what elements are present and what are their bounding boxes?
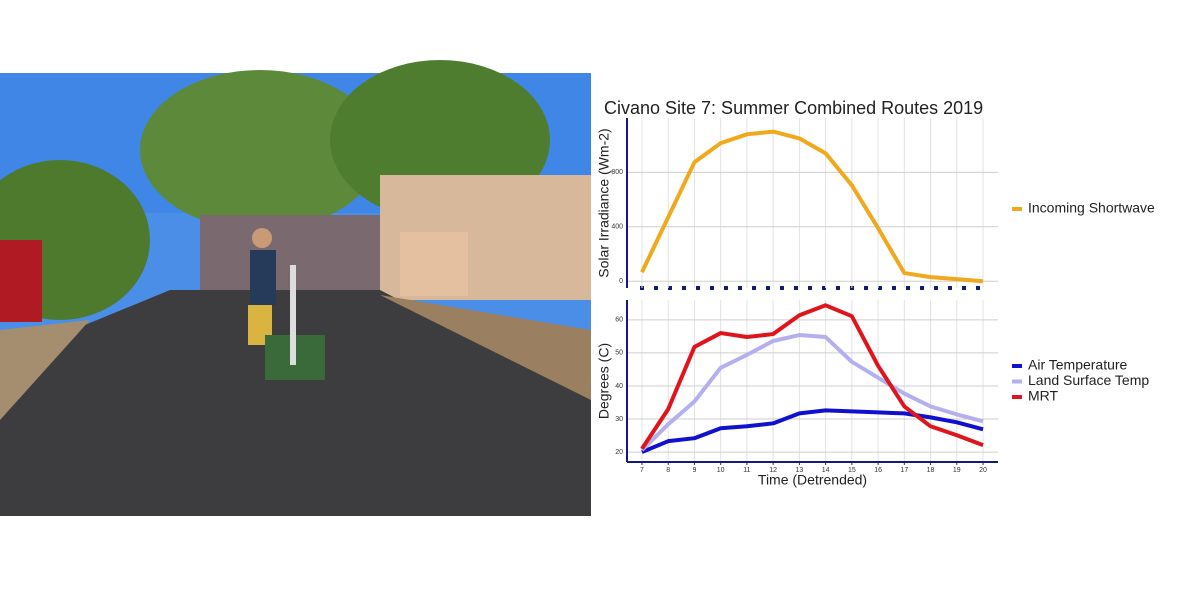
- x-tick-label: 18: [927, 467, 935, 474]
- x-tick-label: 8: [666, 467, 670, 474]
- series-line: [640, 303, 984, 450]
- x-axis-title: Time (Detrended): [758, 472, 867, 488]
- x-tick-label: 10: [717, 467, 725, 474]
- x-tick-label: 16: [874, 467, 882, 474]
- x-tick-label: 13: [795, 467, 803, 474]
- series-line: [640, 129, 984, 284]
- legend-label: Land Surface Temp: [1028, 372, 1149, 388]
- x-tick-label: 12: [769, 467, 777, 474]
- series-line: [640, 333, 984, 452]
- x-tick-label: 20: [979, 467, 987, 474]
- x-tick-label: 9: [692, 467, 696, 474]
- x-tick-label: 19: [953, 467, 961, 474]
- y-tick-label: 400: [611, 224, 623, 231]
- legend-label: MRT: [1028, 388, 1059, 404]
- x-tick-label: 7: [640, 467, 644, 474]
- x-tick-label: 15: [848, 467, 856, 474]
- x-tick-label: 14: [822, 467, 830, 474]
- y-tick-label: 800: [611, 169, 623, 176]
- y-tick-label: 0: [619, 278, 623, 285]
- y-tick-label: 50: [615, 350, 623, 357]
- legend-label: Incoming Shortwave: [1028, 200, 1155, 216]
- x-tick-label: 17: [900, 467, 908, 474]
- y-tick-label: 40: [615, 383, 623, 390]
- y-axis-title: Degrees (C): [596, 343, 612, 419]
- y-axis-title: Solar Irradiance (Wm-2): [596, 128, 612, 277]
- series-line: [641, 408, 984, 454]
- chart-title: Civano Site 7: Summer Combined Routes 20…: [604, 98, 983, 118]
- y-tick-label: 60: [615, 317, 623, 324]
- photo: [0, 60, 591, 516]
- y-tick-label: 30: [615, 416, 623, 423]
- legend-label: Air Temperature: [1028, 357, 1128, 373]
- x-tick-label: 11: [743, 467, 750, 474]
- y-tick-label: 20: [615, 449, 623, 456]
